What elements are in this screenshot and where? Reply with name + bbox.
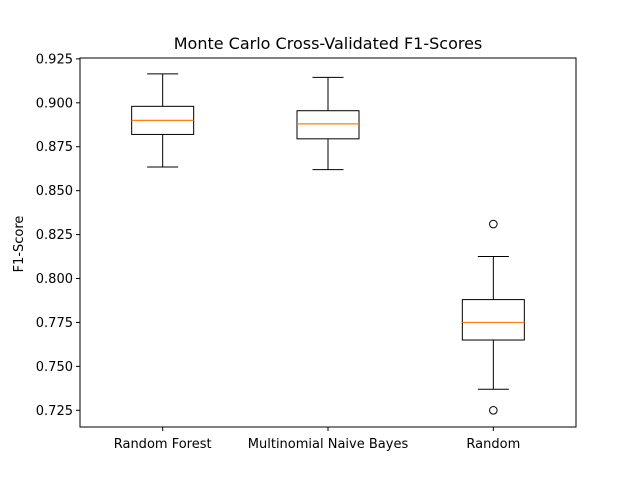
- x-tick-label: Random Forest: [114, 437, 212, 452]
- chart-title: Monte Carlo Cross-Validated F1-Scores: [174, 34, 483, 53]
- y-tick-label: 0.775: [36, 316, 73, 331]
- y-tick-label: 0.825: [36, 228, 73, 243]
- y-tick-label: 0.800: [36, 272, 73, 287]
- y-axis-label: F1-Score: [12, 216, 27, 273]
- plot-frame: [79, 57, 577, 428]
- x-tick-label: Multinomial Naive Bayes: [248, 437, 409, 452]
- y-tick-label: 0.750: [36, 360, 73, 375]
- outlier-point: [489, 219, 498, 229]
- outlier-point: [489, 406, 498, 415]
- box-iqr: [296, 110, 360, 140]
- y-tick-label: 0.925: [36, 52, 73, 67]
- y-tick-label: 0.725: [36, 404, 73, 419]
- y-tick-label: 0.850: [36, 184, 73, 199]
- x-tick-label: Random: [466, 437, 520, 452]
- plot-area: 0.725 0.750 0.775 0.800 0.825 0.850 0.875 0.900…: [36, 52, 577, 452]
- box-iqr: [461, 299, 525, 341]
- y-tick-label: 0.875: [36, 140, 73, 155]
- y-tick-label: 0.900: [36, 96, 73, 111]
